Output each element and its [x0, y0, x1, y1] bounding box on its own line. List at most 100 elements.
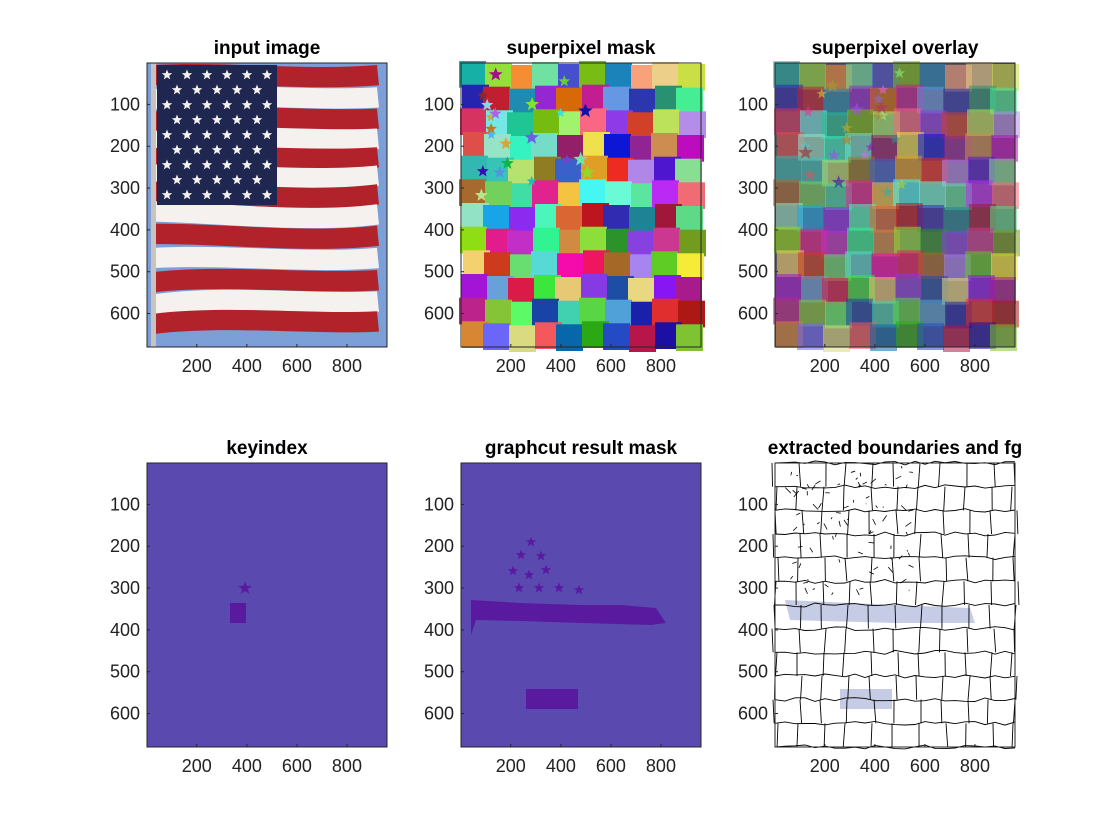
superpixel-star: [558, 75, 571, 87]
x-tick-label: 600: [282, 756, 312, 776]
y-tick-label: 200: [738, 536, 768, 556]
x-tick-label: 400: [232, 756, 262, 776]
y-axis-ticks: 100 200 300 400 500 600: [738, 494, 778, 724]
fg-stars: [507, 536, 585, 595]
y-tick-label: 100: [110, 494, 140, 514]
superpixel-cell: [799, 181, 826, 208]
superpixel-star: [485, 122, 497, 134]
flag-star: [221, 129, 233, 140]
boundary-line: [908, 564, 914, 568]
superpixel-cell: [823, 207, 850, 234]
flag-star: [221, 159, 233, 170]
superpixel-cell: [773, 61, 800, 88]
superpixel-cell: [775, 155, 802, 183]
boundary-line: [967, 675, 971, 700]
boundary-line: [830, 516, 833, 520]
superpixel-cell: [943, 207, 970, 234]
y-tick-label: 400: [738, 620, 768, 640]
superpixel-star: [873, 111, 885, 122]
boundary-line: [792, 526, 798, 531]
boundary-line: [844, 628, 847, 653]
superpixel-cell: [509, 207, 536, 234]
flag-star: [241, 99, 253, 110]
flag-star: [161, 159, 173, 170]
superpixel-cell: [581, 155, 608, 183]
boundary-line: [834, 533, 837, 538]
superpixel-star: [893, 67, 906, 78]
boundary-line: [873, 699, 877, 724]
boundary-line: [772, 533, 775, 558]
superpixel-grid: [459, 61, 706, 352]
flag-star: [171, 174, 183, 185]
boundary-line: [945, 723, 949, 748]
boundary-line: [856, 589, 860, 596]
superpixel-cell: [821, 230, 848, 258]
boundary-line: [900, 465, 903, 469]
boundary-line: [844, 557, 848, 582]
boundary-line: [1012, 557, 1015, 582]
flag-star: [161, 129, 173, 140]
y-tick-label: 200: [424, 136, 454, 156]
flag-star: [261, 159, 273, 170]
flag-stripe: [153, 268, 379, 293]
boundary-line: [771, 628, 774, 653]
boundary-line: [823, 628, 827, 653]
boundary-line: [774, 673, 1016, 679]
superpixel-cell: [869, 277, 896, 304]
boundary-line: [774, 460, 1015, 466]
flag-star: [211, 144, 223, 155]
superpixel-cell: [676, 206, 703, 233]
superpixel-cell: [652, 298, 679, 326]
boundary-line: [859, 587, 864, 590]
x-tick-label: 200: [182, 756, 212, 776]
y-tick-label: 200: [738, 136, 768, 156]
superpixel-cell: [459, 297, 486, 325]
boundary-line: [832, 535, 834, 540]
boundary-line: [989, 510, 992, 535]
superpixel-cell: [990, 87, 1017, 115]
superpixel-cell: [460, 226, 487, 254]
superpixel-cell: [774, 108, 801, 135]
superpixel-cell: [942, 159, 969, 187]
superpixel-star: [486, 129, 496, 139]
superpixel-cell: [798, 252, 825, 279]
y-tick-label: 400: [738, 220, 768, 240]
boundary-line: [799, 533, 802, 558]
boundary-line: [797, 545, 803, 548]
y-tick-label: 300: [110, 178, 140, 198]
y-tick-label: 600: [424, 304, 454, 324]
superpixel-cell: [965, 133, 992, 160]
boundary-line: [870, 652, 873, 677]
superpixel-cell: [919, 181, 946, 208]
y-axis-ticks: 100 200 300 400 500 600: [110, 494, 150, 724]
superpixel-cell: [533, 109, 560, 136]
boundary-line: [799, 699, 803, 724]
superpixel-star: [524, 129, 539, 144]
x-tick-label: 600: [596, 756, 626, 776]
y-tick-label: 300: [424, 578, 454, 598]
boundary-line: [847, 675, 850, 700]
x-tick-label: 200: [496, 756, 526, 776]
flag-star: [261, 99, 273, 110]
boundary-line: [809, 547, 814, 553]
superpixel-cell: [676, 87, 703, 115]
boundary-line: [774, 531, 1016, 537]
superpixel-cell: [628, 159, 655, 187]
boundary-line: [967, 533, 970, 558]
x-tick-label: 200: [496, 356, 526, 376]
flag-stripe: [153, 289, 379, 315]
boundary-line: [872, 518, 876, 525]
boundary-line: [898, 555, 903, 560]
flag-star: [161, 69, 173, 80]
boundary-line: [1015, 675, 1018, 700]
boundary-line: [992, 723, 994, 748]
boundary-line: [846, 518, 850, 521]
y-axis-ticks: 100 200 300 400 500 600: [110, 94, 150, 324]
boundary-line: [820, 510, 823, 535]
boundary-line: [848, 581, 851, 606]
boundary-line: [873, 566, 879, 571]
flag-stripe: [153, 309, 379, 335]
flag-star: [261, 69, 273, 80]
fg-star: [523, 569, 535, 580]
boundary-line: [907, 552, 911, 556]
